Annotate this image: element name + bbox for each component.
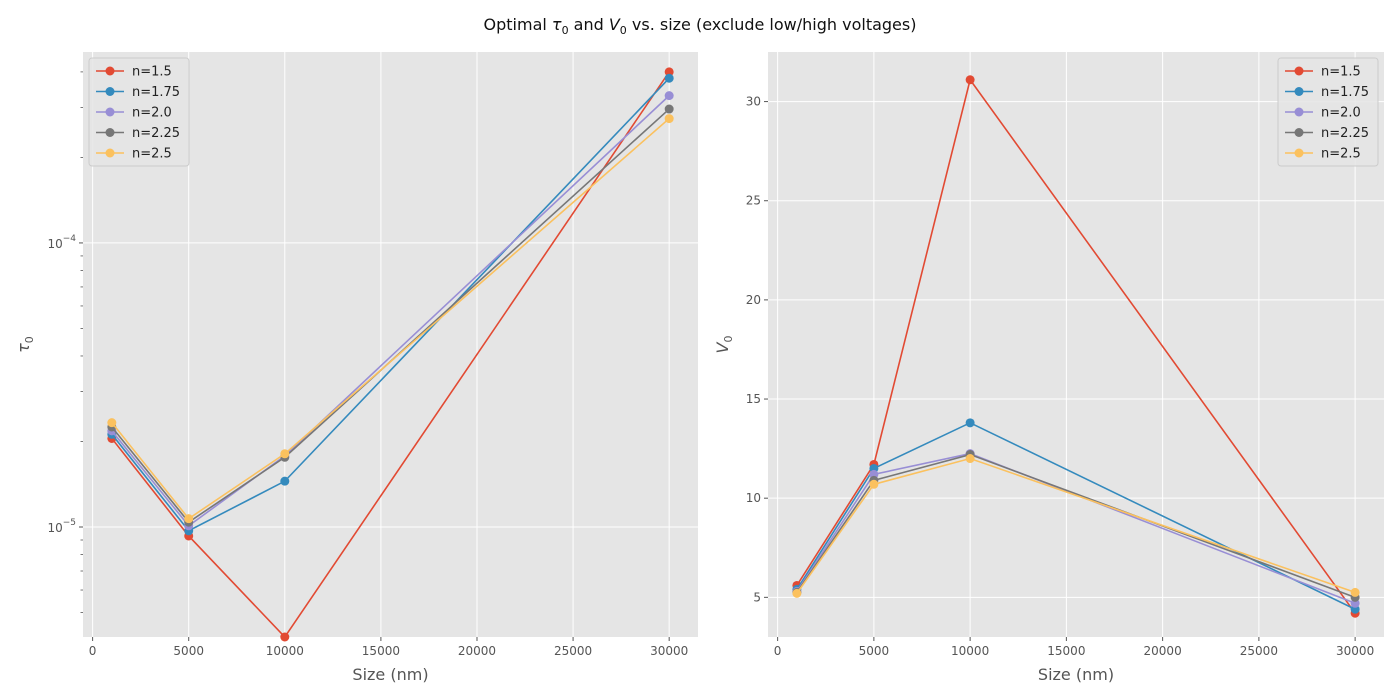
- v0-x-tick-label: 20000: [1144, 644, 1182, 658]
- v0-x-tick-label: 0: [774, 644, 782, 658]
- v0-x-tick-label: 25000: [1240, 644, 1278, 658]
- tau0-data-point: [280, 449, 290, 459]
- v0-legend-label: n=1.5: [1321, 65, 1361, 80]
- v0-legend-label: n=2.0: [1321, 106, 1361, 121]
- title-v-symbol: V: [609, 15, 621, 34]
- tau0-y-tick-label: 10−4: [47, 234, 76, 251]
- tau0-x-tick-label: 15000: [362, 644, 400, 658]
- tau0-legend-marker: [105, 87, 115, 96]
- v0-panel: 0 5000 10000 15000 20000 25000 30000 5 10 15 20 25 3…: [713, 52, 1384, 684]
- title-tau-symbol: τ: [552, 15, 562, 34]
- tau0-series-line: [111, 108, 670, 524]
- tau0-legend-label: n=2.0: [132, 106, 172, 121]
- v0-legend-label: n=2.5: [1321, 147, 1361, 162]
- tau0-data-point: [280, 476, 290, 486]
- tau0-x-tick-label: 0: [89, 644, 97, 658]
- tau0-data-point: [664, 67, 674, 77]
- tau0-x-axis-label: Size (nm): [352, 665, 428, 684]
- v0-series-line: [796, 457, 1356, 594]
- tau0-data-point: [664, 114, 674, 124]
- v0-y-tick-label: 15: [746, 392, 761, 406]
- v0-legend-label: n=1.75: [1321, 85, 1369, 100]
- tau0-legend-marker: [105, 107, 115, 117]
- tau0-legend-label: n=1.75: [132, 85, 180, 100]
- tau0-series-line: [111, 77, 670, 532]
- tau0-data-point: [107, 418, 117, 428]
- v0-x-tick-label: 15000: [1047, 644, 1085, 658]
- tau0-x-tick-label: 25000: [554, 644, 592, 658]
- v0-y-tick-label: 10: [746, 491, 761, 505]
- v0-data-point: [965, 418, 975, 428]
- v0-data-point: [869, 479, 879, 489]
- tau0-y-tick-label: 10−5: [47, 518, 76, 535]
- tau0-panel: 0 5000 10000 15000 20000 25000 30000 10−5 10−4 Si…: [14, 52, 698, 684]
- tau0-series-line: [111, 71, 670, 639]
- v0-legend-marker: [1294, 107, 1304, 117]
- v0-x-axis-label: Size (nm): [1038, 665, 1114, 684]
- v0-data-point: [965, 454, 975, 464]
- tau0-data-point: [664, 91, 674, 101]
- v0-y-tick-label: 30: [746, 95, 761, 109]
- v0-legend-box: [1277, 57, 1379, 167]
- v0-y-tick-label: 25: [746, 194, 761, 208]
- tau0-series-line: [111, 95, 670, 527]
- v0-data-point: [965, 75, 975, 85]
- tau0-series-line: [111, 117, 670, 520]
- tau0-legend-label: n=1.5: [132, 65, 172, 80]
- v0-x-tick-label: 10000: [951, 644, 989, 658]
- tau0-legend-marker: [105, 128, 115, 137]
- tau0-x-tick-label: 30000: [650, 644, 688, 658]
- v0-y-tick-label: 20: [746, 293, 761, 307]
- v0-series-line: [796, 421, 1356, 610]
- figure-title: Optimal τ0 and V0 vs. size (exclude low/…: [484, 15, 917, 37]
- tau0-legend-marker: [105, 148, 115, 158]
- v0-legend-label: n=2.25: [1321, 126, 1369, 141]
- tau0-x-tick-label: 10000: [266, 644, 304, 658]
- v0-y-tick-label: 5: [753, 590, 761, 604]
- tau0-legend: n=1.5 n=1.75 n=2.0 n=2.25 n=2.5: [88, 57, 190, 167]
- tau0-x-tick-label: 20000: [458, 644, 496, 658]
- v0-legend-marker: [1294, 66, 1304, 76]
- tau0-legend-marker: [105, 66, 115, 76]
- v0-legend: n=1.5 n=1.75 n=2.0 n=2.25 n=2.5: [1277, 57, 1379, 167]
- v0-y-axis-label: V0: [713, 336, 735, 354]
- tau0-data-point: [664, 104, 674, 114]
- v0-x-tick-label: 5000: [859, 644, 890, 658]
- v0-data-point: [792, 588, 802, 598]
- tau0-data-point: [664, 73, 674, 83]
- v0-series-line: [796, 77, 1356, 614]
- v0-series-line: [796, 452, 1356, 605]
- v0-x-tick-label: 30000: [1336, 644, 1374, 658]
- v0-data-point: [1350, 587, 1360, 597]
- tau0-data-point: [184, 514, 194, 524]
- tau0-data-point: [280, 632, 290, 642]
- tau0-y-axis-label: τ0: [14, 336, 36, 353]
- tau0-legend-label: n=2.25: [132, 126, 180, 141]
- v0-legend-marker: [1294, 128, 1304, 137]
- tau0-legend-label: n=2.5: [132, 147, 172, 162]
- v0-legend-marker: [1294, 148, 1304, 158]
- tau0-x-tick-label: 5000: [173, 644, 204, 658]
- tau0-legend-box: [88, 57, 190, 167]
- v0-legend-marker: [1294, 87, 1304, 96]
